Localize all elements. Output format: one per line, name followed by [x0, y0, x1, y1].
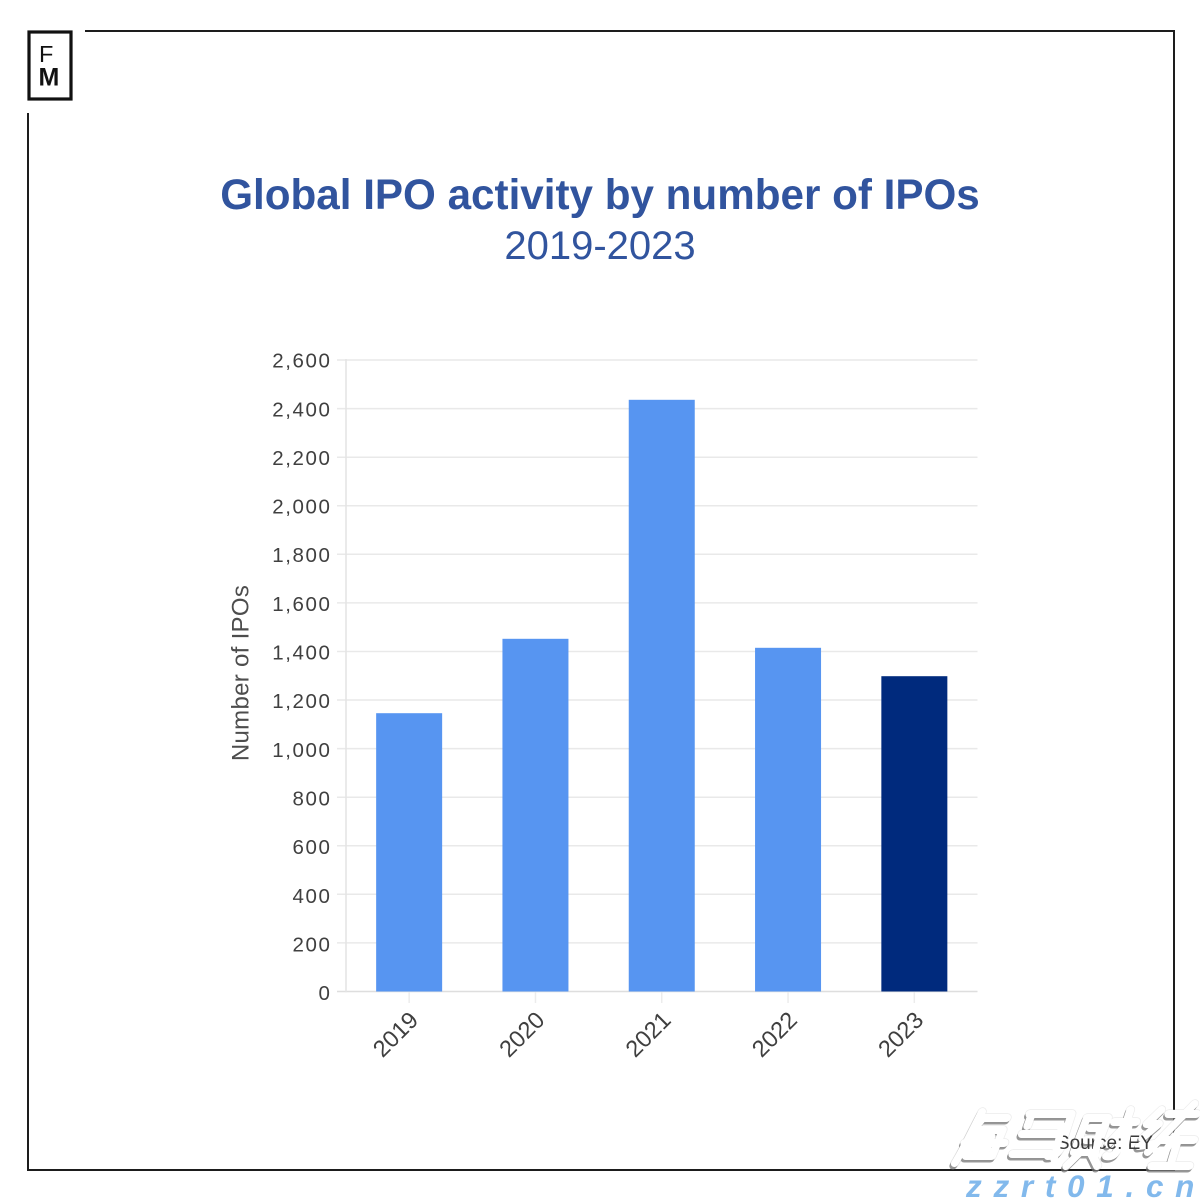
svg-text:2,200: 2,200 — [272, 447, 331, 470]
svg-text:Number of IPOs: Number of IPOs — [227, 585, 254, 761]
svg-text:2021: 2021 — [620, 1007, 675, 1062]
svg-text:0: 0 — [318, 982, 331, 1005]
svg-text:600: 600 — [292, 836, 331, 859]
svg-text:2,000: 2,000 — [272, 496, 331, 519]
svg-text:200: 200 — [292, 934, 331, 957]
svg-text:F: F — [39, 41, 53, 67]
svg-text:2,400: 2,400 — [272, 398, 331, 421]
svg-text:zzrt01.cn: zzrt01.cn — [965, 1168, 1200, 1200]
svg-text:1,400: 1,400 — [272, 642, 331, 665]
svg-text:2019: 2019 — [368, 1007, 423, 1062]
svg-text:2020: 2020 — [494, 1007, 549, 1062]
svg-text:2022: 2022 — [747, 1007, 802, 1062]
svg-text:2019-2023: 2019-2023 — [504, 224, 695, 268]
svg-text:1,000: 1,000 — [272, 739, 331, 762]
svg-text:1,600: 1,600 — [272, 593, 331, 616]
svg-text:2023: 2023 — [873, 1007, 928, 1062]
svg-text:1,200: 1,200 — [272, 690, 331, 713]
svg-text:Global IPO activity by number: Global IPO activity by number of IPOs — [220, 171, 980, 218]
svg-text:1,800: 1,800 — [272, 544, 331, 567]
svg-text:800: 800 — [292, 788, 331, 811]
svg-text:Source: EY: Source: EY — [1057, 1133, 1153, 1154]
svg-text:400: 400 — [292, 885, 331, 908]
svg-text:M: M — [39, 64, 60, 92]
svg-text:2,600: 2,600 — [272, 350, 331, 373]
